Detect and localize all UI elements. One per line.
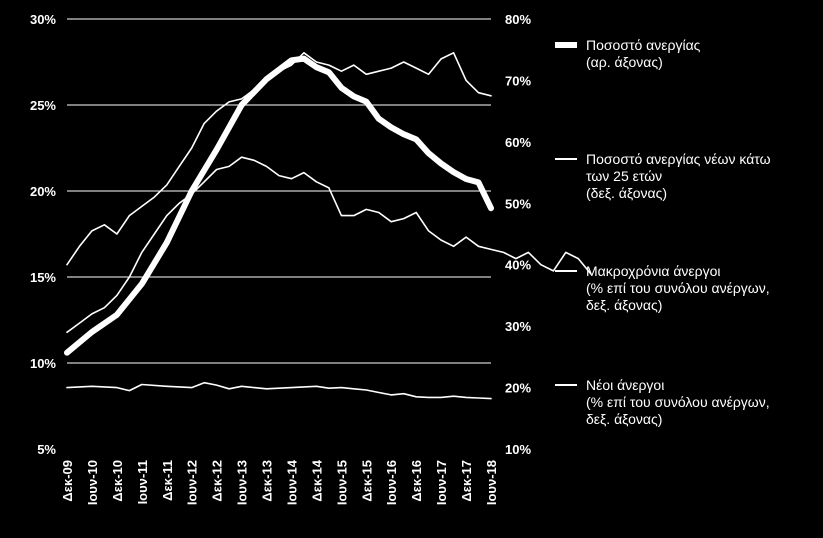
x-axis-tick-label: Ιουν-14 [284, 459, 299, 505]
right-axis-ticks: 10% 20% 30% 40% 50% 60% 70% 80% [505, 12, 531, 457]
left-axis-tick-label: 25% [30, 98, 56, 113]
left-axis-tick-label: 20% [30, 184, 56, 199]
x-axis-tick-label: Ιουν-16 [384, 460, 399, 505]
x-axis-tick-label: Δεκ-13 [260, 460, 275, 502]
series-line [64, 55, 494, 356]
legend-label: Μακροχρόνια άνεργοι (% επί του συνόλου α… [586, 263, 770, 313]
right-axis-tick-label: 70% [505, 73, 531, 88]
legend-swatch-thick [555, 42, 577, 48]
x-axis-tick-label: Δεκ-16 [409, 460, 424, 502]
x-axis-tick-label: Ιουν-10 [85, 460, 100, 505]
x-axis-tick-label: Δεκ-17 [459, 460, 474, 502]
legend-swatch-thin [555, 384, 577, 386]
legend-swatch-thin [555, 270, 577, 272]
left-axis-tick-label: 15% [30, 270, 56, 285]
left-axis-tick-label: 10% [30, 356, 56, 371]
x-axis-tick-label: Δεκ-11 [160, 460, 175, 501]
x-axis-ticks: Δεκ-09 Ιουν-10 Δεκ-10 Ιουν-11 Δεκ-11 Ιουν-12 Δ… [60, 459, 499, 505]
x-axis-tick-label: Ιουν-15 [334, 460, 349, 505]
series-line [66, 156, 592, 334]
legend-label: Ποσοστό ανεργίας νέων κάτω των 25 ετών (… [586, 151, 771, 201]
series-line [66, 51, 492, 266]
x-axis-tick-label: Δεκ-14 [309, 459, 324, 501]
left-axis-ticks: 5% 10% 15% 20% 25% 30% [30, 12, 56, 457]
left-axis-tick-label: 30% [30, 12, 56, 27]
gridlines [67, 18, 491, 364]
x-axis-tick-label: Δεκ-15 [359, 460, 374, 502]
x-axis-tick-label: Ιουν-18 [484, 460, 499, 505]
right-axis-tick-label: 20% [505, 381, 531, 396]
x-axis-tick-label: Ιουν-11 [135, 460, 150, 504]
series-lines [64, 51, 592, 400]
legend-label: Ποσοστό ανεργίας (αρ. άξονας) [586, 37, 701, 70]
right-axis-tick-label: 50% [505, 196, 531, 211]
x-axis-tick-label: Ιουν-17 [434, 460, 449, 505]
x-axis-tick-label: Ιουν-12 [185, 460, 200, 505]
x-axis-tick-label: Δεκ-12 [210, 460, 225, 502]
left-axis-tick-label: 5% [37, 442, 56, 457]
series-line [66, 381, 492, 400]
right-axis-tick-label: 40% [505, 258, 531, 273]
x-axis-tick-label: Ιουν-13 [235, 460, 250, 505]
x-axis-tick-label: Δεκ-09 [60, 460, 75, 502]
right-axis-tick-label: 10% [505, 442, 531, 457]
right-axis-tick-label: 60% [505, 135, 531, 150]
x-axis-tick-label: Δεκ-10 [110, 460, 125, 502]
legend-label: Νέοι άνεργοι (% επί του συνόλου ανέργων,… [586, 377, 770, 427]
legend-swatch-thin [555, 158, 577, 160]
right-axis-tick-label: 80% [505, 12, 531, 27]
right-axis-tick-label: 30% [505, 319, 531, 334]
